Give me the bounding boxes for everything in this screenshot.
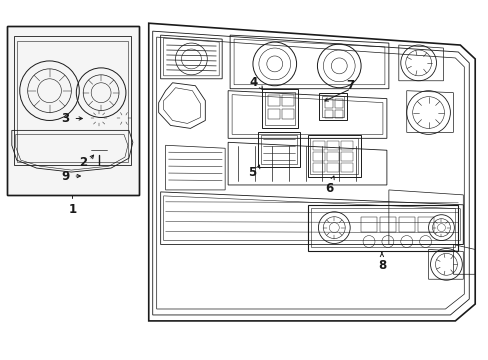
- Text: 1: 1: [68, 203, 76, 216]
- Text: 8: 8: [377, 260, 385, 273]
- Text: 9: 9: [61, 170, 69, 183]
- Text: 4: 4: [249, 76, 257, 89]
- Text: 2: 2: [79, 156, 87, 168]
- Text: 7: 7: [346, 79, 353, 92]
- Polygon shape: [7, 26, 139, 195]
- Text: 3: 3: [61, 112, 69, 125]
- Text: 5: 5: [247, 166, 255, 179]
- Text: 6: 6: [325, 182, 333, 195]
